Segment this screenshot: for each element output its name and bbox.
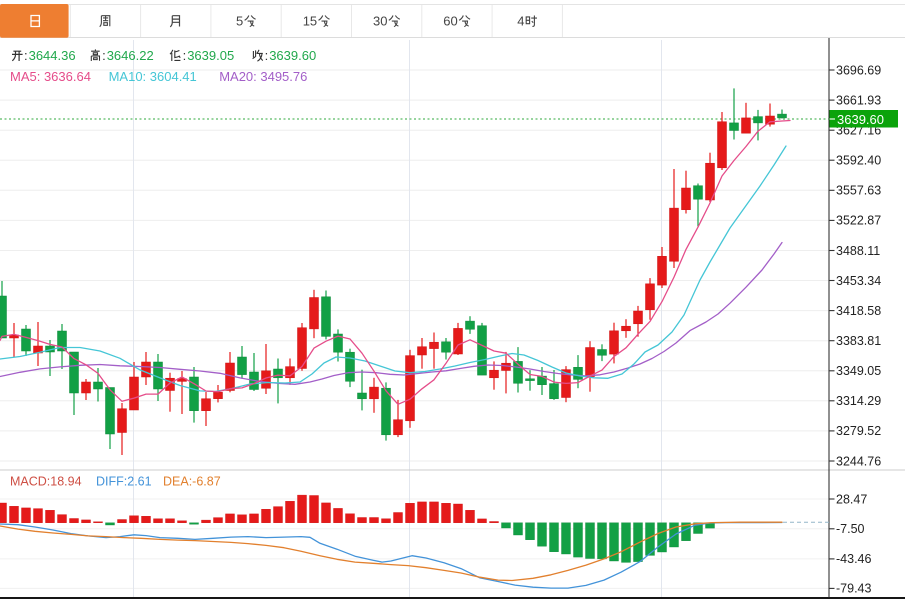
svg-text:3383.81: 3383.81	[836, 334, 881, 348]
svg-text:-43.46: -43.46	[836, 552, 871, 566]
svg-text::: :	[183, 48, 187, 63]
svg-text:15: 15	[303, 14, 317, 29]
svg-text:3639.05: 3639.05	[187, 48, 234, 63]
svg-text::: :	[102, 48, 106, 63]
svg-text:30: 30	[373, 14, 387, 29]
svg-text:MA20: 3495.76: MA20: 3495.76	[219, 69, 307, 84]
svg-text:3661.93: 3661.93	[836, 93, 881, 107]
svg-text:3244.76: 3244.76	[836, 454, 881, 468]
svg-text:DEA:-6.87: DEA:-6.87	[163, 475, 221, 489]
svg-text:3696.69: 3696.69	[836, 63, 881, 77]
svg-text:DIFF:2.61: DIFF:2.61	[96, 475, 152, 489]
svg-text:MA10: 3604.41: MA10: 3604.41	[109, 69, 197, 84]
svg-text:4: 4	[517, 14, 524, 29]
svg-text:5: 5	[236, 14, 243, 29]
svg-text:3314.29: 3314.29	[836, 394, 881, 408]
svg-text:28.47: 28.47	[836, 492, 867, 506]
svg-text:3644.36: 3644.36	[29, 48, 76, 63]
svg-text:-7.50: -7.50	[836, 522, 865, 536]
svg-text::: :	[24, 48, 28, 63]
svg-text:3522.87: 3522.87	[836, 214, 881, 228]
svg-text:3639.60: 3639.60	[269, 48, 316, 63]
svg-text:MACD:18.94: MACD:18.94	[10, 475, 82, 489]
svg-text:3557.63: 3557.63	[836, 184, 881, 198]
svg-text:MA5: 3636.64: MA5: 3636.64	[10, 69, 91, 84]
svg-text:3453.34: 3453.34	[836, 274, 881, 288]
svg-text:3639.60: 3639.60	[837, 112, 884, 127]
svg-text:3592.40: 3592.40	[836, 154, 881, 168]
svg-text:3488.11: 3488.11	[836, 244, 880, 258]
svg-text:3418.58: 3418.58	[836, 304, 881, 318]
svg-text::: :	[265, 48, 269, 63]
svg-text:3349.05: 3349.05	[836, 364, 881, 378]
svg-text:3279.52: 3279.52	[836, 424, 881, 438]
svg-text:-79.43: -79.43	[836, 582, 871, 596]
svg-text:60: 60	[443, 14, 457, 29]
svg-text:3646.22: 3646.22	[107, 48, 154, 63]
